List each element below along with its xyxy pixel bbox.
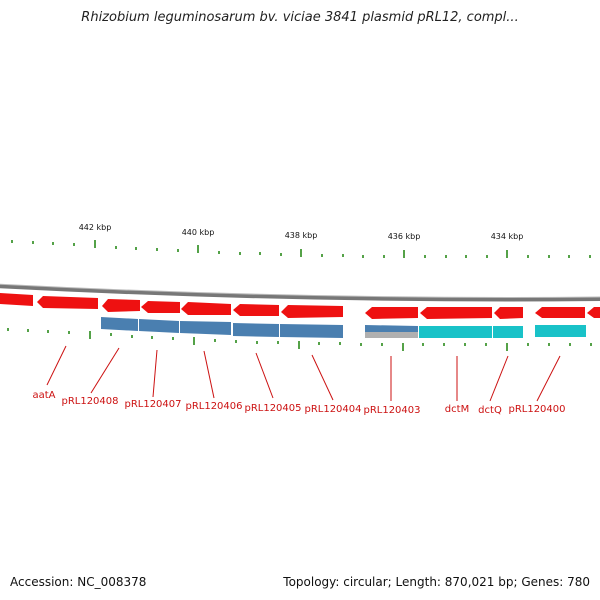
gene-label[interactable]: pRL120407 xyxy=(124,399,181,410)
gene-arrow[interactable] xyxy=(494,307,523,319)
gene-track[interactable] xyxy=(0,293,600,319)
gene-arrow[interactable] xyxy=(0,293,33,306)
scale-labels: 442 kbp 440 kbp 438 kbp 436 kbp 434 kbp xyxy=(79,223,524,241)
scale-label: 442 kbp xyxy=(79,223,112,232)
gene-label[interactable]: pRL120408 xyxy=(61,396,118,407)
cds-block[interactable] xyxy=(365,325,418,332)
cds-block[interactable] xyxy=(233,323,279,337)
cds-block[interactable] xyxy=(180,321,231,335)
gene-arrow[interactable] xyxy=(420,307,492,319)
inner-ticks xyxy=(7,328,592,351)
cds-block[interactable] xyxy=(139,319,179,333)
gene-arrow[interactable] xyxy=(587,307,600,318)
gene-arrow[interactable] xyxy=(181,302,231,315)
gene-label[interactable]: pRL120405 xyxy=(244,403,301,414)
gene-arrow[interactable] xyxy=(365,307,418,319)
cds-block[interactable] xyxy=(101,317,138,331)
cds-block[interactable] xyxy=(535,325,586,337)
scale-label: 436 kbp xyxy=(388,232,421,241)
cds-track[interactable] xyxy=(101,317,586,338)
gene-label[interactable]: pRL120406 xyxy=(185,401,242,412)
gene-arrow[interactable] xyxy=(102,299,140,312)
outer-ticks xyxy=(11,240,591,258)
gene-labels: aatA pRL120408 pRL120407 pRL120406 pRL12… xyxy=(32,390,565,416)
backbone-arc-highlight xyxy=(0,283,600,298)
gene-arrow[interactable] xyxy=(233,304,279,316)
gene-label[interactable]: dctQ xyxy=(478,405,502,416)
cds-block[interactable] xyxy=(493,326,523,338)
gene-arrow[interactable] xyxy=(141,301,180,313)
gene-label[interactable]: dctM xyxy=(445,404,469,415)
accession-label: Accession: NC_008378 xyxy=(10,575,147,589)
scale-label: 434 kbp xyxy=(491,232,524,241)
page-title: Rhizobium leguminosarum bv. viciae 3841 … xyxy=(81,10,519,25)
cds-block[interactable] xyxy=(365,332,418,338)
backbone-arc xyxy=(0,284,600,302)
scale-label: 440 kbp xyxy=(182,228,215,237)
gene-label[interactable]: pRL120403 xyxy=(363,405,420,416)
topology-summary: Topology: circular; Length: 870,021 bp; … xyxy=(283,575,590,589)
gene-label[interactable]: aatA xyxy=(32,390,55,401)
gene-arrow[interactable] xyxy=(37,296,98,309)
gene-label[interactable]: pRL120404 xyxy=(304,404,361,415)
cds-block[interactable] xyxy=(419,326,492,338)
gene-label[interactable]: pRL120400 xyxy=(508,404,565,415)
gene-arrow[interactable] xyxy=(535,307,585,318)
gene-arrow[interactable] xyxy=(281,305,343,318)
label-leaders xyxy=(46,345,561,402)
cds-block[interactable] xyxy=(280,324,343,338)
scale-label: 438 kbp xyxy=(285,231,318,240)
